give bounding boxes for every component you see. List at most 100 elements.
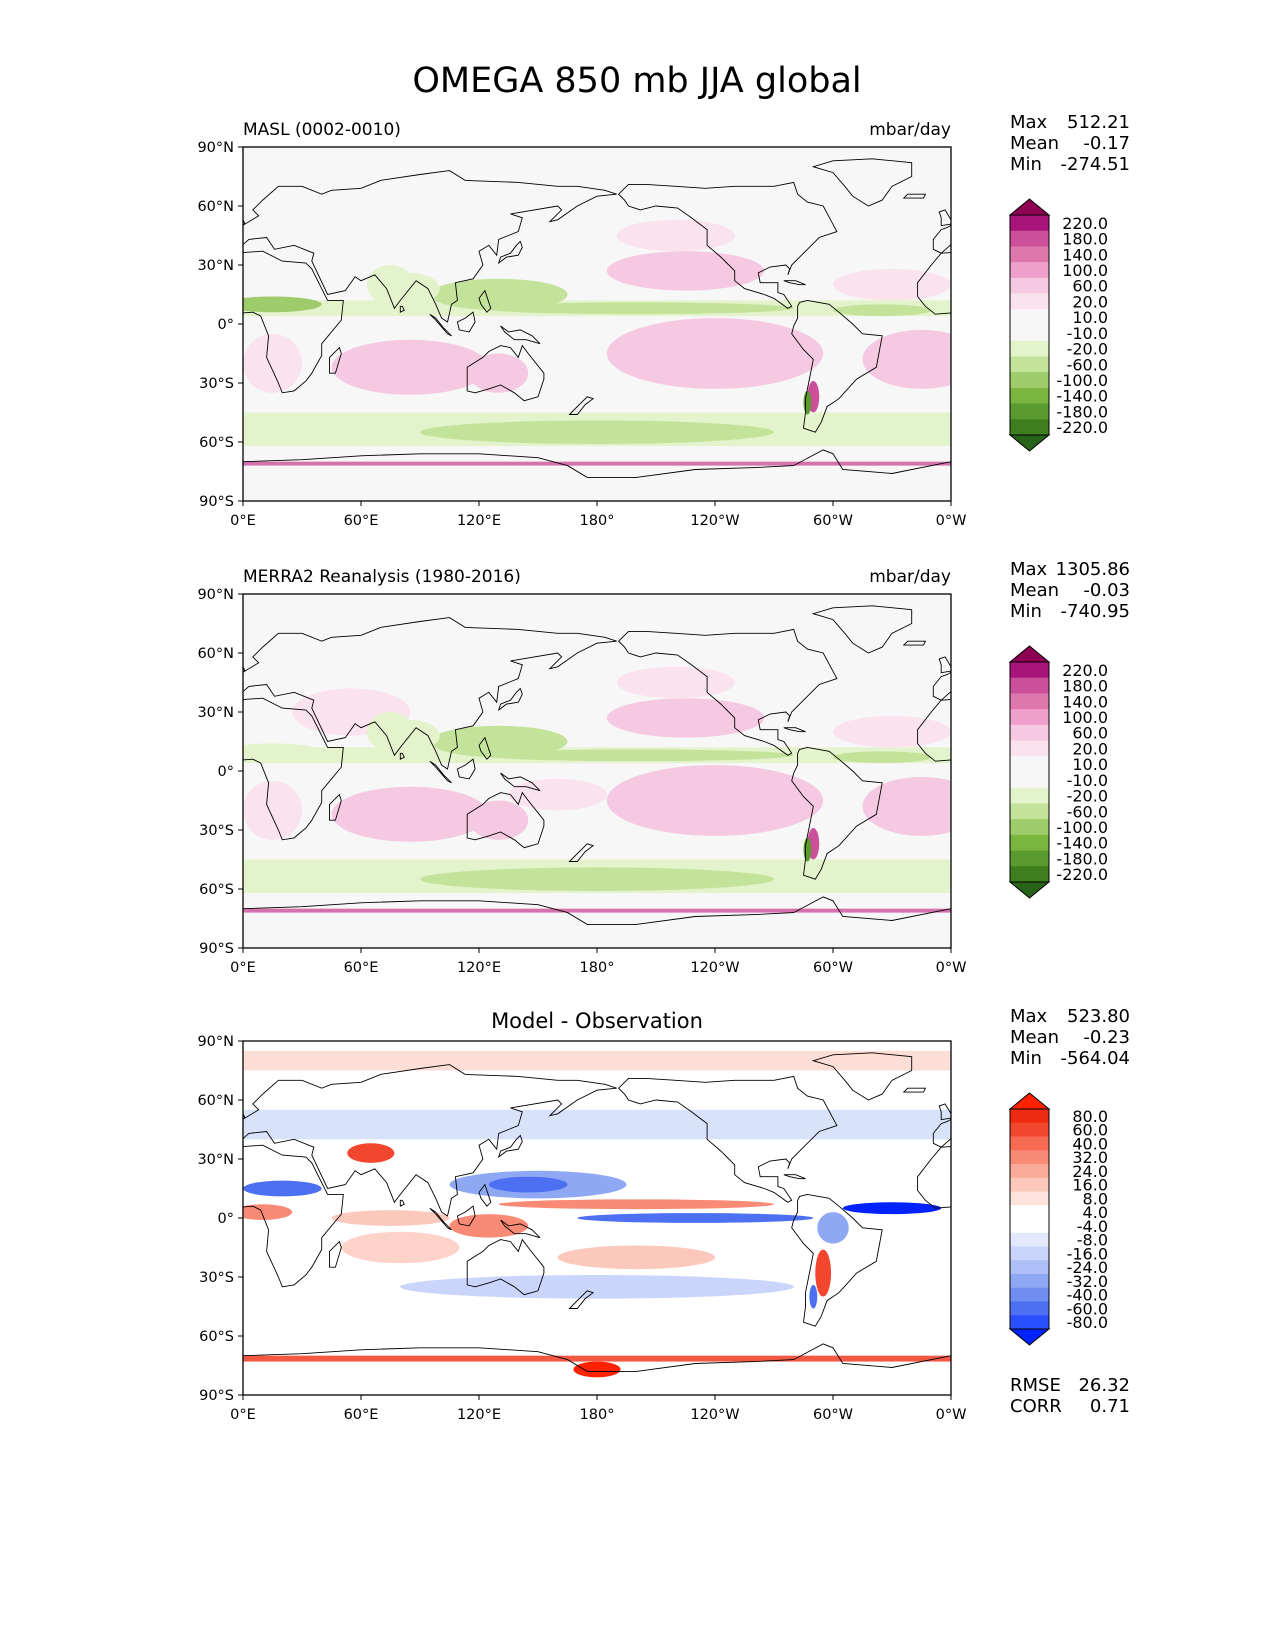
coastline-sri [399, 1199, 405, 1207]
field-region-sepac-high [606, 318, 824, 389]
field-region-safrica [243, 333, 302, 393]
colorbar-segment [1010, 1274, 1049, 1289]
stat-corr-label: CORR [1010, 1396, 1062, 1417]
stat-min-label: Min [1010, 1048, 1042, 1069]
colorbar-level-label: -32.0 [1067, 1272, 1108, 1291]
stat-max-label: Max [1010, 112, 1048, 133]
stat-rmse-value: 26.32 [1078, 1375, 1130, 1396]
field-band-sh-blue [400, 1275, 794, 1299]
colorbar-level-label: -24.0 [1067, 1258, 1108, 1277]
stat-mean-label: Mean [1010, 580, 1059, 601]
lon-tick-label: 0°W [936, 513, 967, 529]
coastline-antarctica-a [243, 449, 951, 501]
colorbar-outline [1009, 1108, 1050, 1330]
lat-tick-label: 30°S [199, 376, 234, 392]
lat-tick-label: 90°N [197, 587, 234, 603]
colorbar-level-label: -8.0 [1077, 1231, 1108, 1250]
coastline-borneo [456, 311, 476, 333]
colorbar-level-label: 4.0 [1083, 1203, 1108, 1222]
coastline-cuba [783, 1174, 806, 1180]
colorbar-segment [1010, 803, 1049, 820]
colorbar: 80.060.040.032.024.016.08.04.0-4.0-8.0-1… [1008, 1092, 1108, 1346]
coastline-europe-asia [243, 170, 617, 323]
field-region-sio-red [341, 1231, 460, 1264]
colorbar-segment [1010, 340, 1049, 357]
colorbar-level-label: 20.0 [1072, 739, 1108, 758]
field-region-satl-high [862, 776, 951, 836]
stat-mean-value: -0.03 [1083, 580, 1130, 601]
coastline-iceland [902, 193, 927, 199]
coastline-new-guinea [500, 325, 541, 345]
coastline-uk [938, 1103, 951, 1121]
panel-obs: MERRA2 Reanalysis (1980-2016) mbar/day 90°… [197, 559, 1130, 976]
colorbar-level-label: -220.0 [1056, 865, 1108, 884]
lon-tick-label: 120°W [690, 513, 739, 529]
map-field [243, 1041, 951, 1395]
coastline-uk [243, 1112, 246, 1119]
colorbar-segment [1010, 1205, 1049, 1220]
stat-mean-value: -0.17 [1083, 133, 1130, 154]
coastline-philippines [478, 289, 492, 313]
panel-diff: Model - Observation 90°N 60°N 30°N 0° 30°S 60°… [197, 1006, 1130, 1423]
lat-tick-label: 0° [218, 1211, 234, 1227]
colorbar-level-label: 220.0 [1062, 661, 1108, 680]
coastline-africa [243, 250, 344, 394]
coastline-australia [466, 344, 545, 402]
field-region-amazon-blue [817, 1212, 849, 1244]
colorbar-level-label: 24.0 [1072, 1162, 1108, 1181]
colorbar-segment [1010, 1219, 1049, 1234]
colorbar-level-label: -10.0 [1067, 771, 1108, 790]
coastline-europe-asia [243, 1064, 617, 1217]
stat-max-value: 523.80 [1067, 1006, 1130, 1027]
field-region-andes-red [815, 1249, 832, 1297]
coastline-madagascar [329, 793, 342, 821]
lon-tick-label: 180° [580, 513, 615, 529]
lon-tick-label: 120°W [690, 1407, 739, 1423]
coastline-new-guinea [500, 1219, 541, 1239]
colorbar-level-label: -180.0 [1056, 402, 1108, 421]
colorbar-level-label: 10.0 [1072, 755, 1108, 774]
coastline-sri [399, 752, 405, 760]
colorbar-segment [1010, 293, 1049, 310]
field-region-asia-green [366, 265, 415, 305]
lat-tick-label: 90°S [199, 494, 234, 510]
colorbar-level-label: -20.0 [1067, 787, 1108, 806]
field-region-wpac [429, 725, 568, 758]
colorbar-segment [1010, 756, 1049, 773]
lat-tick-label: 90°S [199, 941, 234, 957]
coastline-philippines [478, 736, 492, 760]
field-region-natl-high [833, 268, 951, 301]
coastline-uk [243, 218, 246, 225]
colorbar-outline [1009, 214, 1050, 436]
field-region-maritime-red [449, 1214, 529, 1238]
field-region-andes-blue [809, 1284, 818, 1309]
colorbar-segment [1010, 1191, 1049, 1206]
coastline-sumatra [429, 313, 452, 337]
field-region-andes-ascent [803, 837, 812, 862]
lat-tick-label: 0° [218, 764, 234, 780]
coastline-sumatra [429, 1207, 452, 1231]
colorbar-level-label: -4.0 [1077, 1217, 1108, 1236]
lon-tick-label: 180° [580, 960, 615, 976]
coastline-nz [568, 843, 595, 862]
coastline-australia [466, 1238, 545, 1296]
field-region-sepac-high [606, 765, 824, 836]
colorbar-level-label: 100.0 [1062, 261, 1108, 280]
panel-model: MASL (0002-0010) mbar/day 90°N 60°N 30°N 0° 30… [197, 112, 1130, 529]
field-region-npac-mid [616, 666, 735, 699]
colorbar-level-label: -180.0 [1056, 849, 1108, 868]
panel-left-title: MERRA2 Reanalysis (1980-2016) [243, 567, 521, 587]
colorbar-segment [1010, 309, 1049, 326]
colorbar-level-label: 60.0 [1072, 1121, 1108, 1140]
field-region-npac-high [606, 698, 765, 738]
coastline-s-america [791, 299, 883, 433]
coastlines [243, 158, 951, 501]
lat-tick-label: 60°N [197, 646, 234, 662]
colorbar-segment [1010, 693, 1049, 710]
coastline-new-guinea [500, 772, 541, 792]
colorbar-segment [1010, 387, 1049, 405]
coastline-borneo [456, 758, 476, 780]
lat-tick-label: 60°N [197, 199, 234, 215]
lat-tick-label: 60°S [199, 435, 234, 451]
